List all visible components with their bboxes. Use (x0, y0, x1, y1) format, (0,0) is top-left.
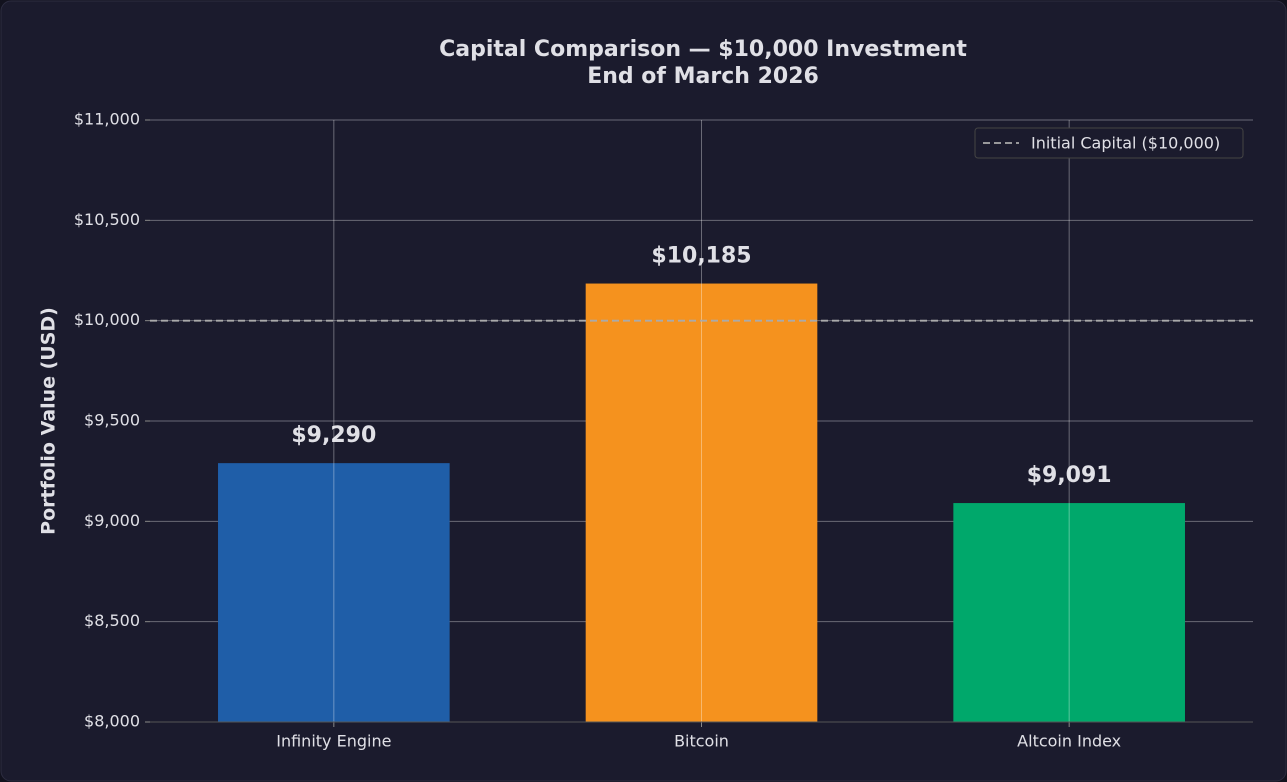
y-tick-label: $11,000 (74, 110, 140, 129)
y-tick-label: $9,000 (84, 511, 140, 530)
value-label: $10,185 (651, 244, 751, 269)
chart-subtitle: End of March 2026 (587, 64, 819, 89)
x-tick-label: Altcoin Index (1017, 732, 1121, 751)
y-axis-label: Portfolio Value (USD) (38, 307, 60, 535)
y-tick-label: $10,000 (74, 310, 140, 329)
x-tick-label: Infinity Engine (276, 732, 391, 751)
legend-label: Initial Capital ($10,000) (1031, 134, 1220, 153)
y-tick-label: $9,500 (84, 411, 140, 430)
value-label: $9,290 (291, 423, 376, 448)
bar (585, 283, 818, 722)
chart-title: Capital Comparison — $10,000 Investment (439, 37, 967, 62)
x-tick-label: Bitcoin (674, 732, 729, 751)
legend-box (974, 127, 1244, 159)
bar (953, 503, 1185, 722)
y-tick-label: $8,000 (84, 712, 140, 731)
bar (218, 463, 450, 722)
value-label: $9,091 (1027, 463, 1112, 488)
y-tick-label: $10,500 (74, 210, 140, 229)
y-tick-label: $8,500 (84, 611, 140, 630)
